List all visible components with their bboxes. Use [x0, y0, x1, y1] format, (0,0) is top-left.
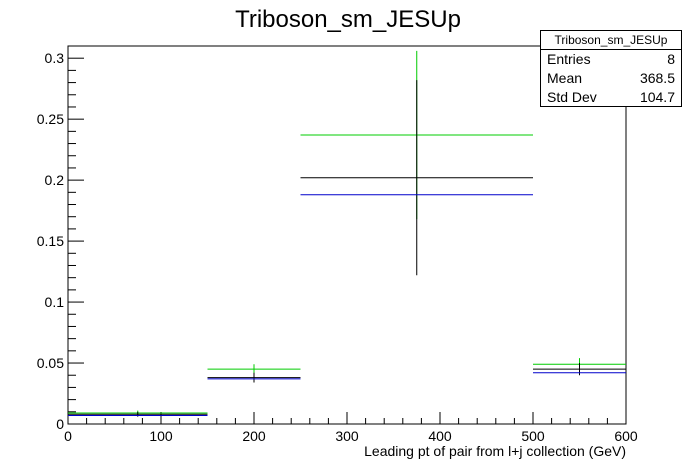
x-tick-label: 200	[242, 428, 266, 444]
x-tick-label: 300	[335, 428, 359, 444]
x-tick-label: 100	[149, 428, 173, 444]
axis-ticks: 0 100 200 300 400 500 600 0 0.05 0.1 0.15 0.2 0.25 0.…	[37, 45, 638, 444]
chart-title: Triboson_sm_JESUp	[235, 6, 461, 33]
y-tick-label: 0.1	[45, 294, 65, 310]
series-1	[68, 80, 626, 417]
y-tick-label: 0.25	[37, 111, 64, 127]
stats-row-mean: Mean 368.5	[541, 69, 681, 88]
stats-value: 368.5	[639, 70, 675, 86]
x-axis-label: Leading pt of pair from l+j collection (…	[364, 443, 626, 459]
series-2	[68, 194, 626, 416]
stats-value: 104.7	[639, 89, 675, 105]
x-tick-label: 400	[428, 428, 452, 444]
stats-title: Triboson_sm_JESUp	[541, 31, 681, 50]
y-tick-label: 0	[56, 416, 64, 432]
stats-label: Mean	[547, 70, 583, 86]
series-layer	[68, 50, 626, 417]
stats-label: Entries	[547, 51, 591, 67]
stats-label: Std Dev	[547, 89, 597, 105]
x-tick-label: 500	[521, 428, 545, 444]
y-tick-label: 0.2	[45, 172, 65, 188]
stats-value: 8	[667, 51, 675, 67]
x-tick-label: 600	[614, 428, 638, 444]
y-tick-label: 0.05	[37, 355, 64, 371]
y-tick-label: 0.3	[45, 50, 65, 66]
stats-row-entries: Entries 8	[541, 50, 681, 69]
y-tick-label: 0.15	[37, 233, 64, 249]
x-tick-label: 0	[64, 428, 72, 444]
stats-row-std-dev: Std Dev 104.7	[541, 88, 681, 107]
stats-box: Triboson_sm_JESUp Entries 8 Mean 368.5 S…	[540, 30, 682, 107]
